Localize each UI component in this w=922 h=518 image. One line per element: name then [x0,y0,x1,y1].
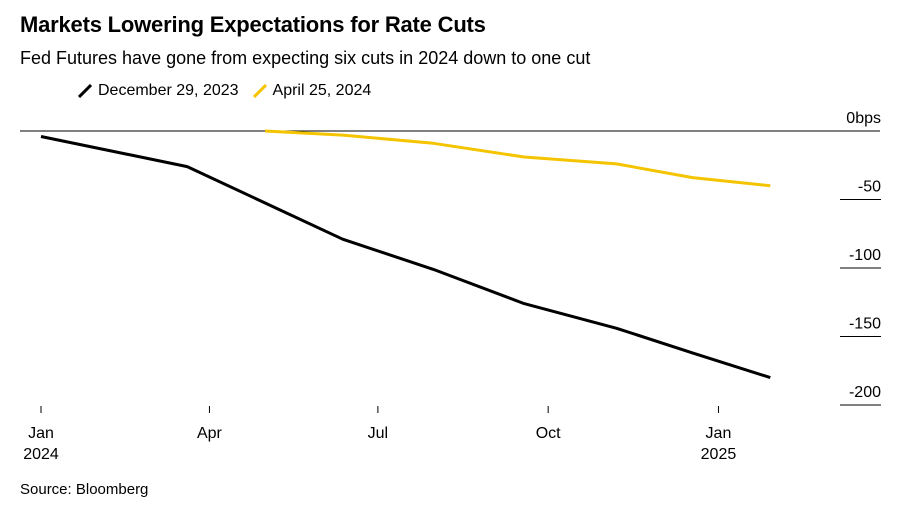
legend: December 29, 2023 April 25, 2024 [78,82,385,100]
series-line-dec-2023 [40,135,771,380]
chart-title: Markets Lowering Expectations for Rate C… [20,12,486,37]
legend-label-dec-2023: December 29, 2023 [98,82,239,99]
x-tick-label: Oct [536,425,561,442]
x-tick-label: Jan [28,425,54,442]
source-note: Source: Bloomberg [20,481,149,498]
y-tick-label: 0bps [846,110,881,127]
x-tick-label: Jul [368,425,388,442]
y-tick-label: -200 [849,384,881,401]
x-tick-label: Apr [197,425,223,442]
legend-swatch-black-line-icon [78,84,92,98]
y-tick-label: -150 [849,316,881,333]
legend-item-apr-2024: April 25, 2024 [252,82,372,100]
y-tick-label: -50 [858,179,881,196]
legend-swatch-yellow-line-icon [252,84,267,98]
x-tick-label: Jan [706,425,732,442]
series-line-apr-2024 [264,129,771,188]
legend-label-apr-2024: April 25, 2024 [272,82,372,99]
x-tick-year-label: 2025 [701,446,737,463]
x-tick-year-label: 2024 [23,446,59,463]
y-tick-label: -100 [849,247,881,264]
legend-item-dec-2023: December 29, 2023 [78,82,239,100]
chart-subtitle: Fed Futures have gone from expecting six… [20,48,591,68]
